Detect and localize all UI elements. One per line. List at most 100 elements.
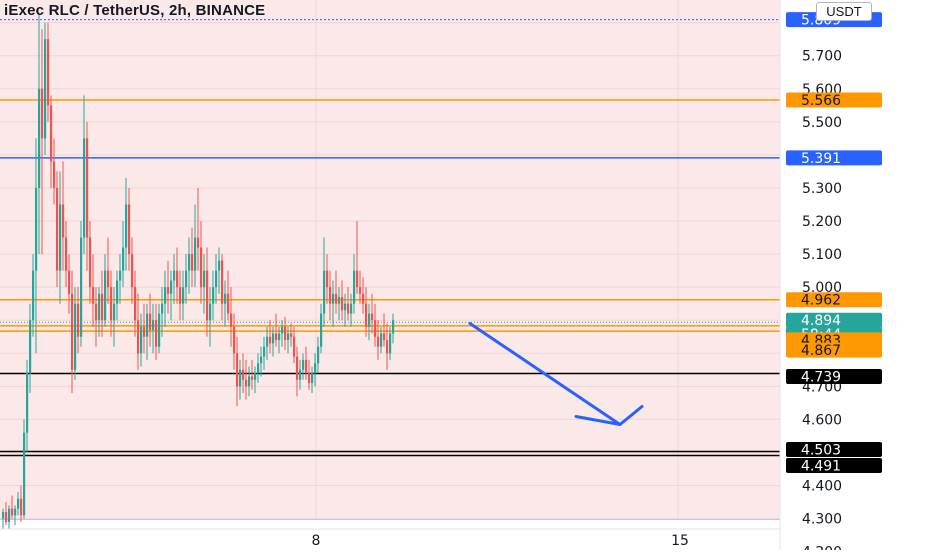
candle-body xyxy=(68,270,71,294)
candle-body xyxy=(116,280,119,304)
candle-body xyxy=(209,303,212,321)
candle-body xyxy=(77,303,80,337)
candle-body xyxy=(290,333,293,337)
price-badge-4.867 xyxy=(786,342,882,358)
price-badge-4.962 xyxy=(786,292,882,308)
candle-body xyxy=(218,260,221,271)
candle-body xyxy=(149,313,152,331)
candle-body xyxy=(308,373,311,384)
candle-body xyxy=(215,270,218,288)
candle-body xyxy=(122,247,125,271)
price-tick-label: 4.400 xyxy=(802,479,842,495)
candle-body xyxy=(311,373,314,384)
candle-body xyxy=(299,369,302,380)
time-tick-label: 15 xyxy=(671,533,689,549)
candle-body xyxy=(32,270,35,321)
candle-body xyxy=(314,363,317,374)
price-badge-label: 4.962 xyxy=(801,293,841,309)
candle-body xyxy=(302,359,305,370)
candle-body xyxy=(128,204,131,255)
price-badge-label: 4.491 xyxy=(801,458,841,474)
price-badge-label: 4.503 xyxy=(801,443,841,459)
candle-body xyxy=(20,498,23,516)
candle-body xyxy=(227,293,230,314)
price-tick-label: 5.200 xyxy=(802,214,842,230)
candle-body xyxy=(59,204,62,271)
candle-body xyxy=(188,254,191,271)
candle-body xyxy=(161,303,164,314)
candle-body xyxy=(389,333,392,354)
candle-body xyxy=(56,187,59,271)
candle-body xyxy=(284,326,287,341)
candle-body xyxy=(101,293,104,321)
candle-body xyxy=(374,320,377,337)
candle-body xyxy=(260,356,263,364)
candle-body xyxy=(176,270,179,288)
arrow-shaft xyxy=(468,322,622,426)
candle-body xyxy=(287,333,290,341)
candle-body xyxy=(14,508,17,516)
zone-background xyxy=(0,0,780,519)
price-badge-5.566 xyxy=(786,92,882,108)
price-badge-4.491 xyxy=(786,457,882,473)
candle-body xyxy=(251,376,254,380)
candle-body xyxy=(347,303,350,314)
candle-body xyxy=(368,313,371,327)
candle-body xyxy=(53,161,56,188)
candle-body xyxy=(62,204,65,238)
candle-body xyxy=(47,39,50,106)
candle-body xyxy=(200,247,203,288)
price-tick-label: 4.200 xyxy=(802,545,842,550)
candle-body xyxy=(2,512,5,519)
candle-body xyxy=(41,88,44,139)
candle-body xyxy=(17,498,20,509)
candle-body xyxy=(86,138,89,238)
candle-body xyxy=(335,293,338,304)
price-badge-label: 4.867 xyxy=(801,343,841,359)
horizontal-levels xyxy=(0,19,780,457)
candle-body xyxy=(326,270,329,288)
price-badge-label: 4.739 xyxy=(801,369,841,385)
candle-body xyxy=(203,270,206,288)
candle-body xyxy=(95,303,98,321)
candle-body xyxy=(80,237,83,337)
candle-body xyxy=(125,204,128,248)
candle-body xyxy=(170,280,173,294)
candle-body xyxy=(158,313,161,347)
candle-body xyxy=(194,237,197,271)
candle-body xyxy=(224,293,227,304)
price-tick-label: 4.300 xyxy=(802,512,842,528)
candle-body xyxy=(137,320,140,354)
candle-body xyxy=(104,270,107,321)
candle-body xyxy=(353,270,356,304)
candle-body xyxy=(338,297,341,304)
currency-selector[interactable]: USDT xyxy=(816,2,872,21)
candles xyxy=(2,12,395,529)
candle-body xyxy=(155,320,158,347)
price-badge-4.739 xyxy=(786,368,882,384)
candle-body xyxy=(29,320,32,374)
candle-body xyxy=(134,287,137,321)
candle-body xyxy=(359,287,362,294)
candle-body xyxy=(71,293,74,370)
candle-body xyxy=(365,303,368,327)
candle-body xyxy=(107,270,110,288)
candle-body xyxy=(164,287,167,304)
time-axis: 8 15 xyxy=(0,528,780,549)
price-tick-label: 5.700 xyxy=(802,49,842,65)
candle-body xyxy=(329,287,332,304)
candle-body xyxy=(23,432,26,516)
candle-body xyxy=(293,336,296,357)
candle-body xyxy=(38,88,41,188)
candle-body xyxy=(305,359,308,374)
candle-body xyxy=(146,313,149,337)
projection-arrow xyxy=(468,322,644,426)
candle-body xyxy=(362,293,365,304)
candle-body xyxy=(191,254,194,271)
candle-body xyxy=(380,333,383,347)
candle-body xyxy=(152,320,155,331)
price-badge-4.894 xyxy=(786,312,882,328)
candle-body xyxy=(119,270,122,281)
